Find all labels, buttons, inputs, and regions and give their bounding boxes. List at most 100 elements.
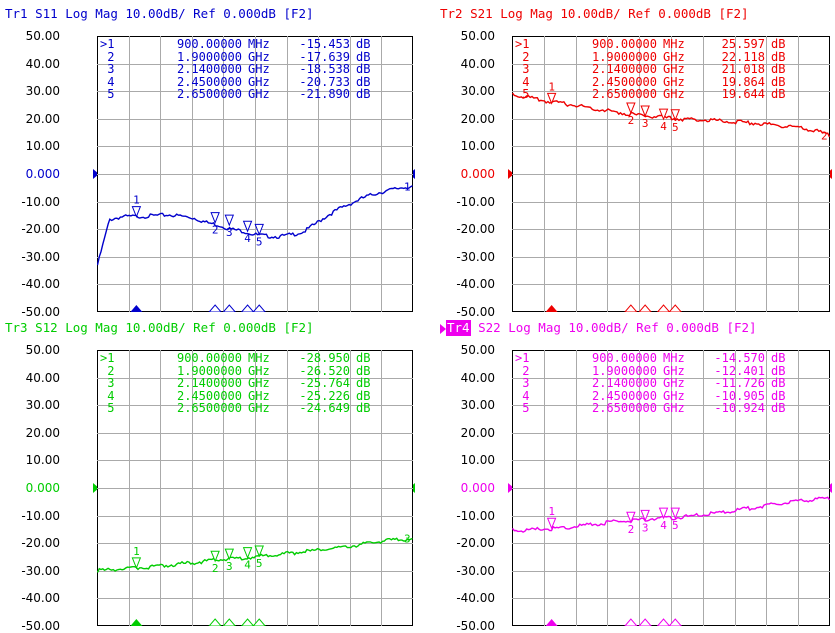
marker-frequency: 2.6500000 — [591, 401, 657, 416]
marker-unit: GHz — [663, 388, 685, 403]
marker-stimulus-icon — [638, 304, 652, 312]
marker-row: 3 2.1400000 GHz -25.764 dB — [100, 377, 380, 390]
trace-header-tr2[interactable]: Tr2 S21 Log Mag 10.00dB/ Ref 0.000dB [F2… — [440, 6, 749, 22]
marker-db-unit: dB — [771, 388, 786, 403]
trace-plot-tr2[interactable]: 12 3 4 52 — [512, 36, 830, 312]
marker-stimulus-icon — [240, 618, 255, 626]
trace-header-tr1[interactable]: Tr1 S11 Log Mag 10.00dB/ Ref 0.000dB [F2… — [5, 6, 314, 22]
marker-number: 4 — [660, 519, 667, 532]
marker-row: 4 2.4500000 GHz -20.733 dB — [100, 76, 380, 89]
trace-header-text-tr3: S12 Log Mag 10.00dB/ Ref 0.000dB [F2] — [27, 320, 314, 335]
y-tick-label: 20.00 — [25, 425, 60, 440]
marker-stimulus-icon — [638, 618, 652, 626]
trace-line — [97, 537, 413, 573]
trace-label-tr1: Tr1 — [5, 6, 28, 21]
marker-5[interactable]: 5 — [670, 507, 680, 532]
marker-frequency: 2.6500000 — [176, 401, 242, 416]
trace-plot-tr3[interactable]: 12 3 4 53 — [97, 350, 413, 626]
marker-number: 5 — [515, 87, 530, 102]
marker-triangle-icon — [131, 206, 142, 218]
trace-header-tr4[interactable]: Tr4 S22 Log Mag 10.00dB/ Ref 0.000dB [F2… — [440, 320, 757, 336]
marker-row: 2 1.9000000 GHz -17.639 dB — [100, 49, 380, 64]
marker-db-unit: dB — [771, 62, 786, 77]
marker-frequency: 900.00000 — [176, 37, 242, 51]
marker-1[interactable]: 1 — [131, 545, 142, 570]
marker-3[interactable]: 3 — [224, 548, 235, 573]
marker-number: >1 — [515, 351, 530, 365]
marker-1[interactable]: 1 — [546, 505, 557, 530]
marker-stimulus-icon — [624, 618, 638, 626]
marker-row: 5 2.6500000 GHz -21.890 dB — [100, 88, 380, 101]
y-tick-label: 0.000 — [460, 481, 495, 495]
active-marker-stimulus-icon — [130, 619, 143, 626]
marker-2[interactable]: 2 — [210, 550, 220, 575]
marker-3[interactable]: 3 — [640, 105, 650, 130]
trace-plot-tr4[interactable]: 12 3 4 5 — [512, 350, 830, 626]
marker-number: 4 — [244, 232, 251, 245]
y-tick-label: 30.00 — [460, 84, 495, 99]
marker-value: -18.538 — [299, 62, 350, 77]
marker-triangle-icon — [670, 507, 680, 520]
y-tick-label: 0.000 — [25, 167, 60, 181]
y-tick-label: -20.00 — [456, 536, 495, 551]
marker-4[interactable]: 4 — [242, 220, 253, 245]
marker-4[interactable]: 4 — [658, 108, 669, 133]
y-tick-label: -10.00 — [456, 508, 495, 523]
marker-5[interactable]: 5 — [254, 223, 264, 248]
marker-stimulus-icon — [668, 618, 682, 626]
marker-stimulus-icon — [656, 618, 671, 626]
marker-frequency: 2.4500000 — [591, 388, 657, 403]
marker-table-tr3: >1 900.00000 MHz -28.950 dB 2 1.9000000 GHz -26… — [100, 352, 380, 415]
marker-value: -24.649 — [299, 401, 350, 416]
marker-unit: MHz — [248, 37, 270, 51]
marker-frequency: 2.1400000 — [176, 62, 242, 77]
marker-number: 1 — [133, 545, 140, 558]
marker-1[interactable]: 1 — [546, 80, 557, 105]
marker-unit: GHz — [248, 376, 270, 391]
marker-number: 2 — [212, 224, 219, 237]
marker-frequency: 2.1400000 — [591, 376, 657, 391]
marker-db-unit: dB — [356, 87, 371, 102]
marker-unit: MHz — [663, 37, 685, 51]
marker-stimulus-icon — [252, 304, 266, 312]
marker-unit: GHz — [248, 49, 270, 64]
marker-value: 25.597 — [721, 37, 765, 51]
y-tick-label: -30.00 — [21, 249, 60, 264]
grid — [512, 350, 830, 626]
marker-2[interactable]: 2 — [626, 102, 636, 127]
marker-2[interactable]: 2 — [210, 212, 220, 237]
marker-number: 2 — [515, 363, 530, 378]
grid — [97, 36, 413, 312]
trace-label-tr4: Tr4 — [446, 320, 471, 336]
marker-1[interactable]: 1 — [131, 194, 142, 218]
marker-stimulus-icon — [252, 618, 266, 626]
marker-db-unit: dB — [771, 401, 786, 416]
y-tick-label: -50.00 — [456, 305, 495, 319]
marker-db-unit: dB — [356, 62, 371, 77]
marker-number: 3 — [515, 376, 530, 391]
marker-5[interactable]: 5 — [254, 545, 264, 570]
marker-3[interactable]: 3 — [224, 214, 235, 239]
marker-triangle-icon — [210, 212, 220, 225]
marker-number: 1 — [133, 194, 140, 207]
trace-plot-tr1[interactable]: 1 2 3 4 5 1 — [97, 36, 413, 312]
y-tick-label: -50.00 — [456, 619, 495, 633]
y-tick-label: 30.00 — [25, 398, 60, 413]
marker-number: 2 — [212, 562, 219, 575]
end-marker-label: 1 — [404, 180, 411, 193]
marker-row: 3 2.1400000 GHz -11.726 dB — [515, 377, 795, 390]
marker-5[interactable]: 5 — [670, 109, 680, 134]
marker-frequency: 2.4500000 — [176, 388, 242, 403]
marker-db-unit: dB — [771, 87, 786, 102]
marker-3[interactable]: 3 — [640, 509, 650, 534]
marker-4[interactable]: 4 — [658, 507, 669, 532]
marker-4[interactable]: 4 — [242, 547, 253, 572]
marker-stimulus-icon — [240, 304, 255, 312]
marker-row: 4 2.4500000 GHz 19.864 dB — [515, 76, 795, 89]
trace-line — [512, 496, 830, 533]
marker-db-unit: dB — [771, 49, 786, 64]
marker-2[interactable]: 2 — [626, 511, 636, 536]
trace-header-tr3[interactable]: Tr3 S12 Log Mag 10.00dB/ Ref 0.000dB [F2… — [5, 320, 314, 336]
marker-unit: GHz — [663, 62, 685, 77]
marker-frequency: 1.9000000 — [176, 363, 242, 378]
